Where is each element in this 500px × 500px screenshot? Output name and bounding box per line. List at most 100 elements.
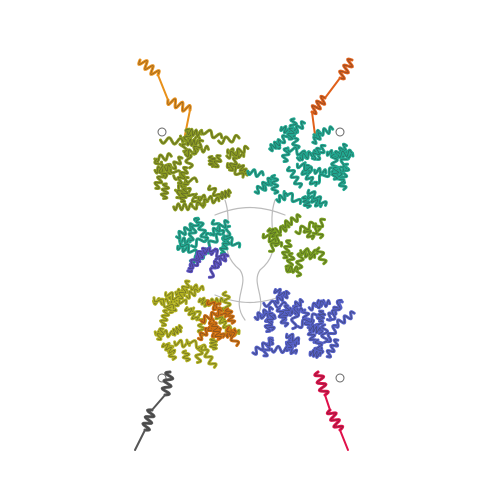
- helix-edge: [200, 308, 222, 323]
- helix-edge: [213, 155, 222, 168]
- ion: [335, 373, 345, 383]
- helix-edge: [287, 167, 302, 188]
- helix-edge: [334, 311, 355, 328]
- helix-edge: [317, 310, 326, 322]
- helix-edge: [178, 280, 190, 299]
- helix-edge: [223, 235, 240, 248]
- helix-edge: [179, 188, 188, 203]
- helix-edge: [208, 156, 216, 167]
- helix-edge: [326, 325, 337, 342]
- helix-edge: [286, 334, 299, 342]
- helix-edge: [263, 300, 288, 308]
- strand: [134, 429, 146, 451]
- helix-edge: [315, 339, 324, 354]
- helix-edge: [311, 96, 326, 114]
- helix-edge: [316, 247, 327, 264]
- helix-edge: [312, 147, 321, 160]
- helix-edge: [276, 308, 289, 327]
- helix-edge: [218, 135, 240, 144]
- helix-edge: [154, 164, 171, 174]
- helix-edge: [162, 371, 173, 396]
- helix-edge: [275, 291, 290, 304]
- helix-edge: [227, 163, 244, 178]
- helix-edge: [308, 300, 324, 311]
- helix-edge: [327, 409, 343, 431]
- strand: [157, 74, 169, 101]
- helix-edge: [237, 164, 250, 176]
- helix-edge: [186, 288, 199, 299]
- helix-edge: [312, 218, 325, 234]
- helix-edge: [331, 167, 339, 180]
- helix-edge: [186, 138, 199, 147]
- helix-edge: [287, 127, 295, 140]
- helix-edge: [210, 220, 229, 236]
- helix-edge: [247, 169, 264, 177]
- helix-edge: [330, 300, 342, 320]
- helix-edge: [282, 148, 290, 162]
- helix-edge: [260, 313, 276, 321]
- helix-edge: [198, 194, 220, 204]
- helix-edge: [315, 145, 326, 160]
- helix-edge: [208, 185, 221, 199]
- helix-edge: [309, 325, 321, 334]
- helix-edge: [286, 346, 297, 354]
- helix-edge: [300, 248, 318, 256]
- helix-edge: [142, 409, 155, 431]
- helix-edge: [160, 137, 184, 145]
- helix-edge: [225, 308, 235, 324]
- helix-edge: [314, 167, 335, 184]
- helix-edge: [229, 157, 238, 171]
- helix-edge: [153, 297, 174, 309]
- helix-edge: [210, 338, 217, 350]
- helix-edge: [138, 59, 160, 76]
- helix-edge: [165, 292, 187, 304]
- strand: [151, 394, 166, 411]
- helix-edge: [196, 218, 209, 241]
- helix-edge: [307, 190, 327, 206]
- helix-edge: [314, 168, 327, 176]
- helix-edge: [301, 170, 318, 186]
- helix-edge: [177, 167, 188, 184]
- helix-edge: [271, 175, 279, 194]
- helix-edge: [220, 238, 230, 254]
- helix-edge: [160, 310, 169, 326]
- loop: [214, 206, 286, 216]
- helix-edge: [291, 305, 299, 329]
- helix-edge: [192, 139, 203, 154]
- helix-edge: [226, 327, 239, 346]
- helix-edge: [321, 324, 328, 343]
- helix-edge: [211, 323, 222, 340]
- helix-edge: [314, 371, 329, 396]
- helix-edge: [188, 251, 202, 269]
- helix-edge: [182, 350, 190, 362]
- helix-edge: [276, 192, 288, 203]
- helix-edge: [162, 343, 175, 354]
- helix-edge: [226, 146, 249, 159]
- helix-edge: [254, 177, 272, 194]
- helix-edge: [156, 328, 164, 340]
- helix-edge: [339, 58, 353, 80]
- helix-edge: [309, 349, 321, 358]
- helix-edge: [161, 183, 169, 199]
- helix-edge: [337, 149, 352, 158]
- strand: [339, 429, 349, 451]
- helix-edge: [271, 346, 290, 353]
- strand: [311, 111, 316, 136]
- helix-edge: [269, 234, 281, 252]
- helix-edge: [287, 147, 306, 156]
- helix-edge: [209, 247, 225, 259]
- helix-edge: [287, 336, 295, 348]
- loop: [254, 199, 276, 321]
- strand: [324, 77, 341, 99]
- helix-edge: [269, 139, 282, 152]
- helix-edge: [173, 203, 193, 211]
- ion: [157, 127, 167, 137]
- helix-edge: [172, 325, 182, 336]
- helix-edge: [297, 313, 318, 328]
- helix-edge: [186, 339, 206, 350]
- helix-edge: [282, 214, 301, 228]
- helix-edge: [282, 240, 292, 259]
- helix-edge: [192, 198, 208, 210]
- helix-edge: [215, 315, 231, 330]
